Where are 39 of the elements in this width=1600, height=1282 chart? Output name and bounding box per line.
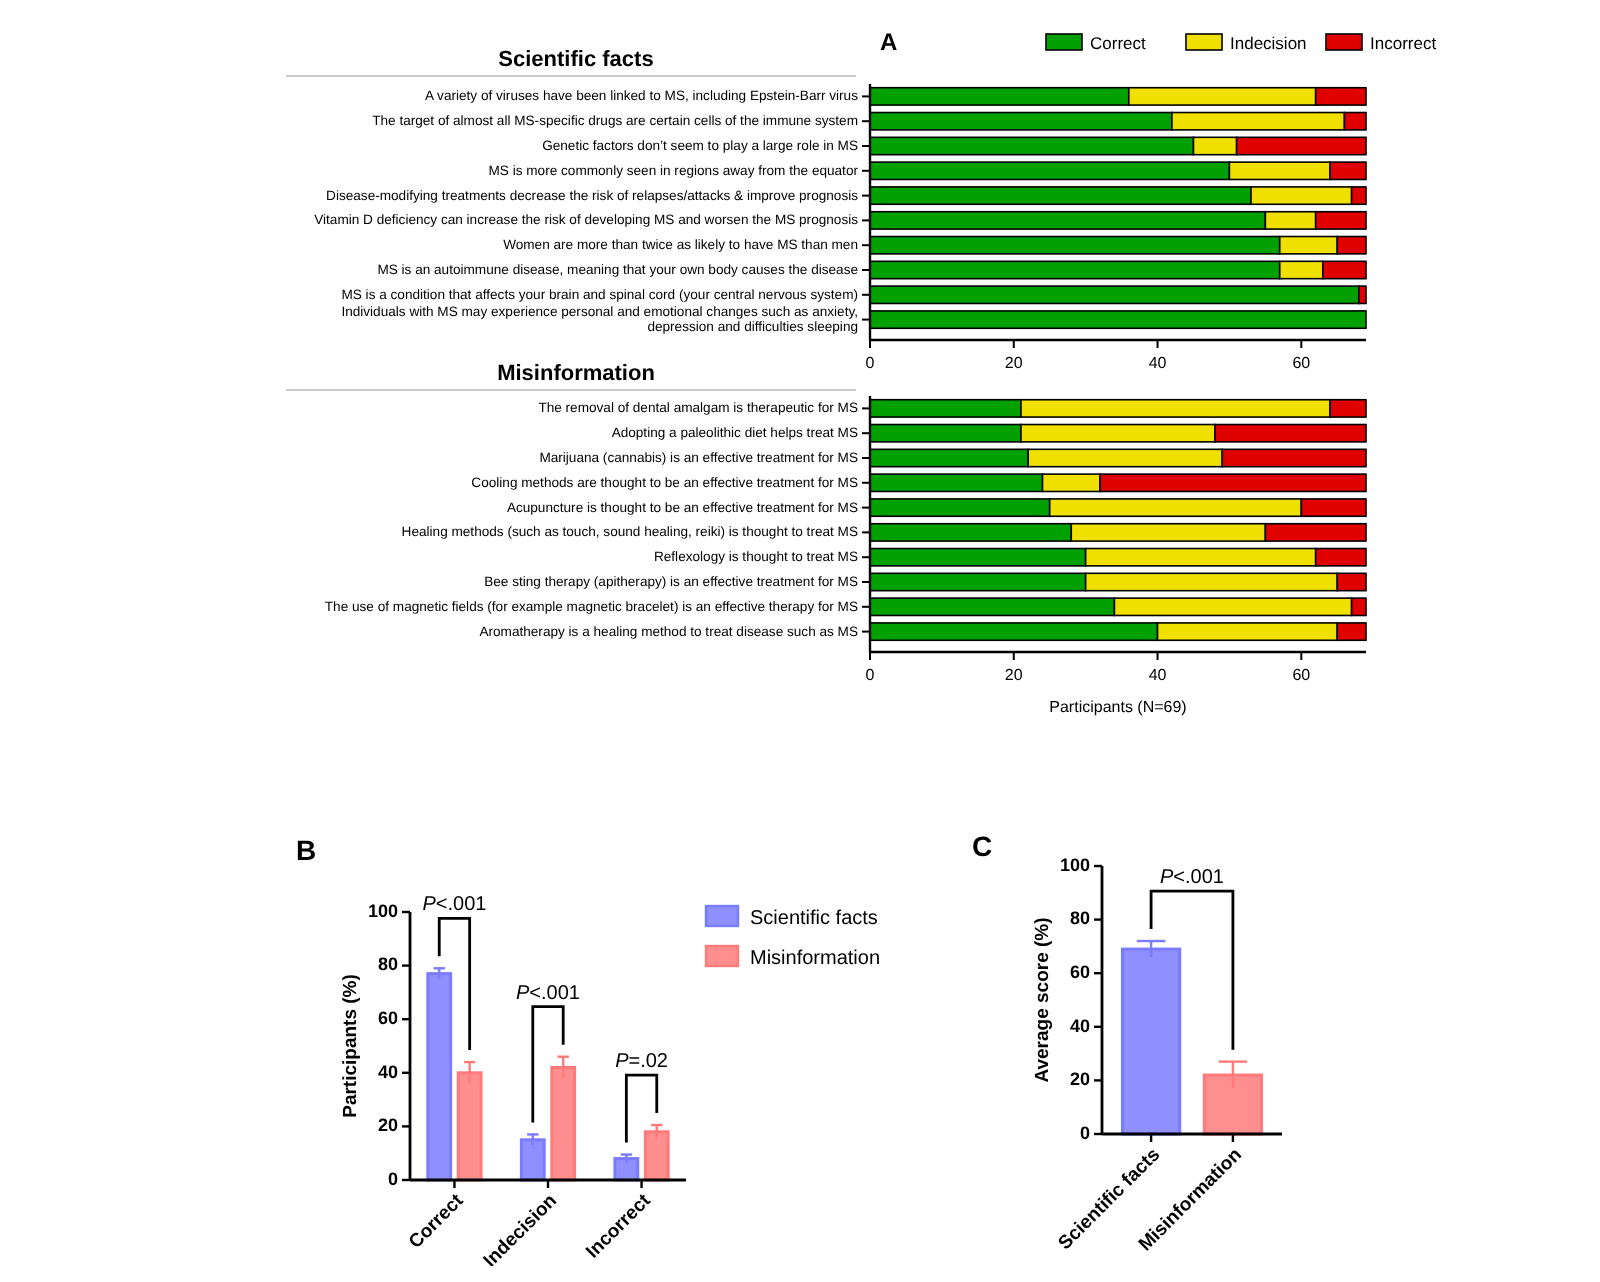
y-tick-label: 20	[377, 1115, 398, 1136]
x-tick-label: 40	[1148, 354, 1168, 372]
x-tick-label: 0	[865, 666, 876, 684]
legend-label: Misinformation	[750, 948, 881, 970]
bar	[519, 1138, 546, 1182]
x-tick-label: 60	[1292, 666, 1312, 684]
y-tick-label: 100	[1059, 854, 1090, 875]
y-tick-label: 0	[387, 1168, 398, 1189]
x-axis-title: Participants (N=69)	[1049, 698, 1188, 716]
y-tick-label: 40	[1069, 1015, 1090, 1036]
y-tick-label: 20	[1069, 1069, 1090, 1090]
text: B	[296, 834, 317, 866]
bar	[613, 1157, 640, 1182]
y-tick-label: 100	[367, 900, 398, 921]
text: Scientific facts	[498, 48, 654, 72]
annotation: P<.001	[422, 894, 488, 917]
y-tick-label: 80	[1069, 908, 1090, 929]
annotation: P=.02	[615, 1051, 669, 1074]
y-tick-label: 80	[377, 954, 398, 975]
y-tick-label: 40	[377, 1061, 398, 1082]
y-axis-title: Average score (%)	[1032, 917, 1054, 1083]
y-tick-label: 60	[377, 1007, 398, 1028]
y-tick-label: 60	[1069, 961, 1090, 982]
text: A	[880, 28, 898, 56]
legend-label: Scientific facts	[750, 908, 878, 930]
legend-label: Correct	[1090, 33, 1148, 53]
bar	[456, 1071, 483, 1182]
legend-label: Indecision	[1230, 33, 1308, 53]
x-tick-label: 20	[1004, 354, 1024, 372]
x-tick-label: 0	[865, 354, 876, 372]
legend-label: Incorrect	[1370, 33, 1438, 53]
annotation: P<.001	[516, 982, 581, 1005]
x-tick-label: 40	[1148, 666, 1168, 684]
y-tick-label: 0	[1079, 1122, 1090, 1143]
text: C	[972, 830, 993, 862]
x-tick-label: 60	[1292, 354, 1312, 372]
y-axis-title: Participants (%)	[340, 974, 362, 1118]
annotation: P<.001	[1160, 867, 1225, 890]
x-tick-label: 20	[1004, 666, 1024, 684]
